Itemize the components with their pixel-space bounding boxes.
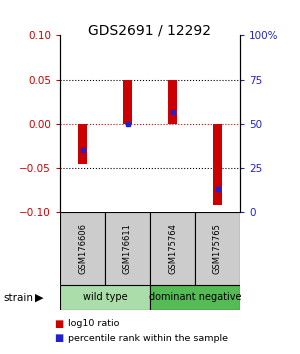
- Text: dominant negative: dominant negative: [149, 292, 241, 302]
- Bar: [124, 80, 131, 124]
- Bar: [60, 285, 150, 310]
- Text: log10 ratio: log10 ratio: [68, 319, 119, 329]
- Bar: [105, 212, 150, 285]
- Text: wild type: wild type: [83, 292, 127, 302]
- Text: ■: ■: [54, 333, 63, 343]
- Text: percentile rank within the sample: percentile rank within the sample: [68, 333, 227, 343]
- Bar: [79, 124, 87, 164]
- Text: GSM175765: GSM175765: [213, 223, 222, 274]
- Text: GSM176606: GSM176606: [78, 223, 87, 274]
- Text: GDS2691 / 12292: GDS2691 / 12292: [88, 23, 212, 37]
- Text: GSM176611: GSM176611: [123, 223, 132, 274]
- Text: ▶: ▶: [34, 293, 43, 303]
- Bar: [195, 212, 240, 285]
- Bar: [150, 285, 240, 310]
- Text: GSM175764: GSM175764: [168, 223, 177, 274]
- Bar: [169, 80, 176, 124]
- Bar: [150, 212, 195, 285]
- Bar: [60, 212, 105, 285]
- Text: ■: ■: [54, 319, 63, 329]
- Text: strain: strain: [3, 293, 33, 303]
- Bar: [214, 124, 221, 205]
